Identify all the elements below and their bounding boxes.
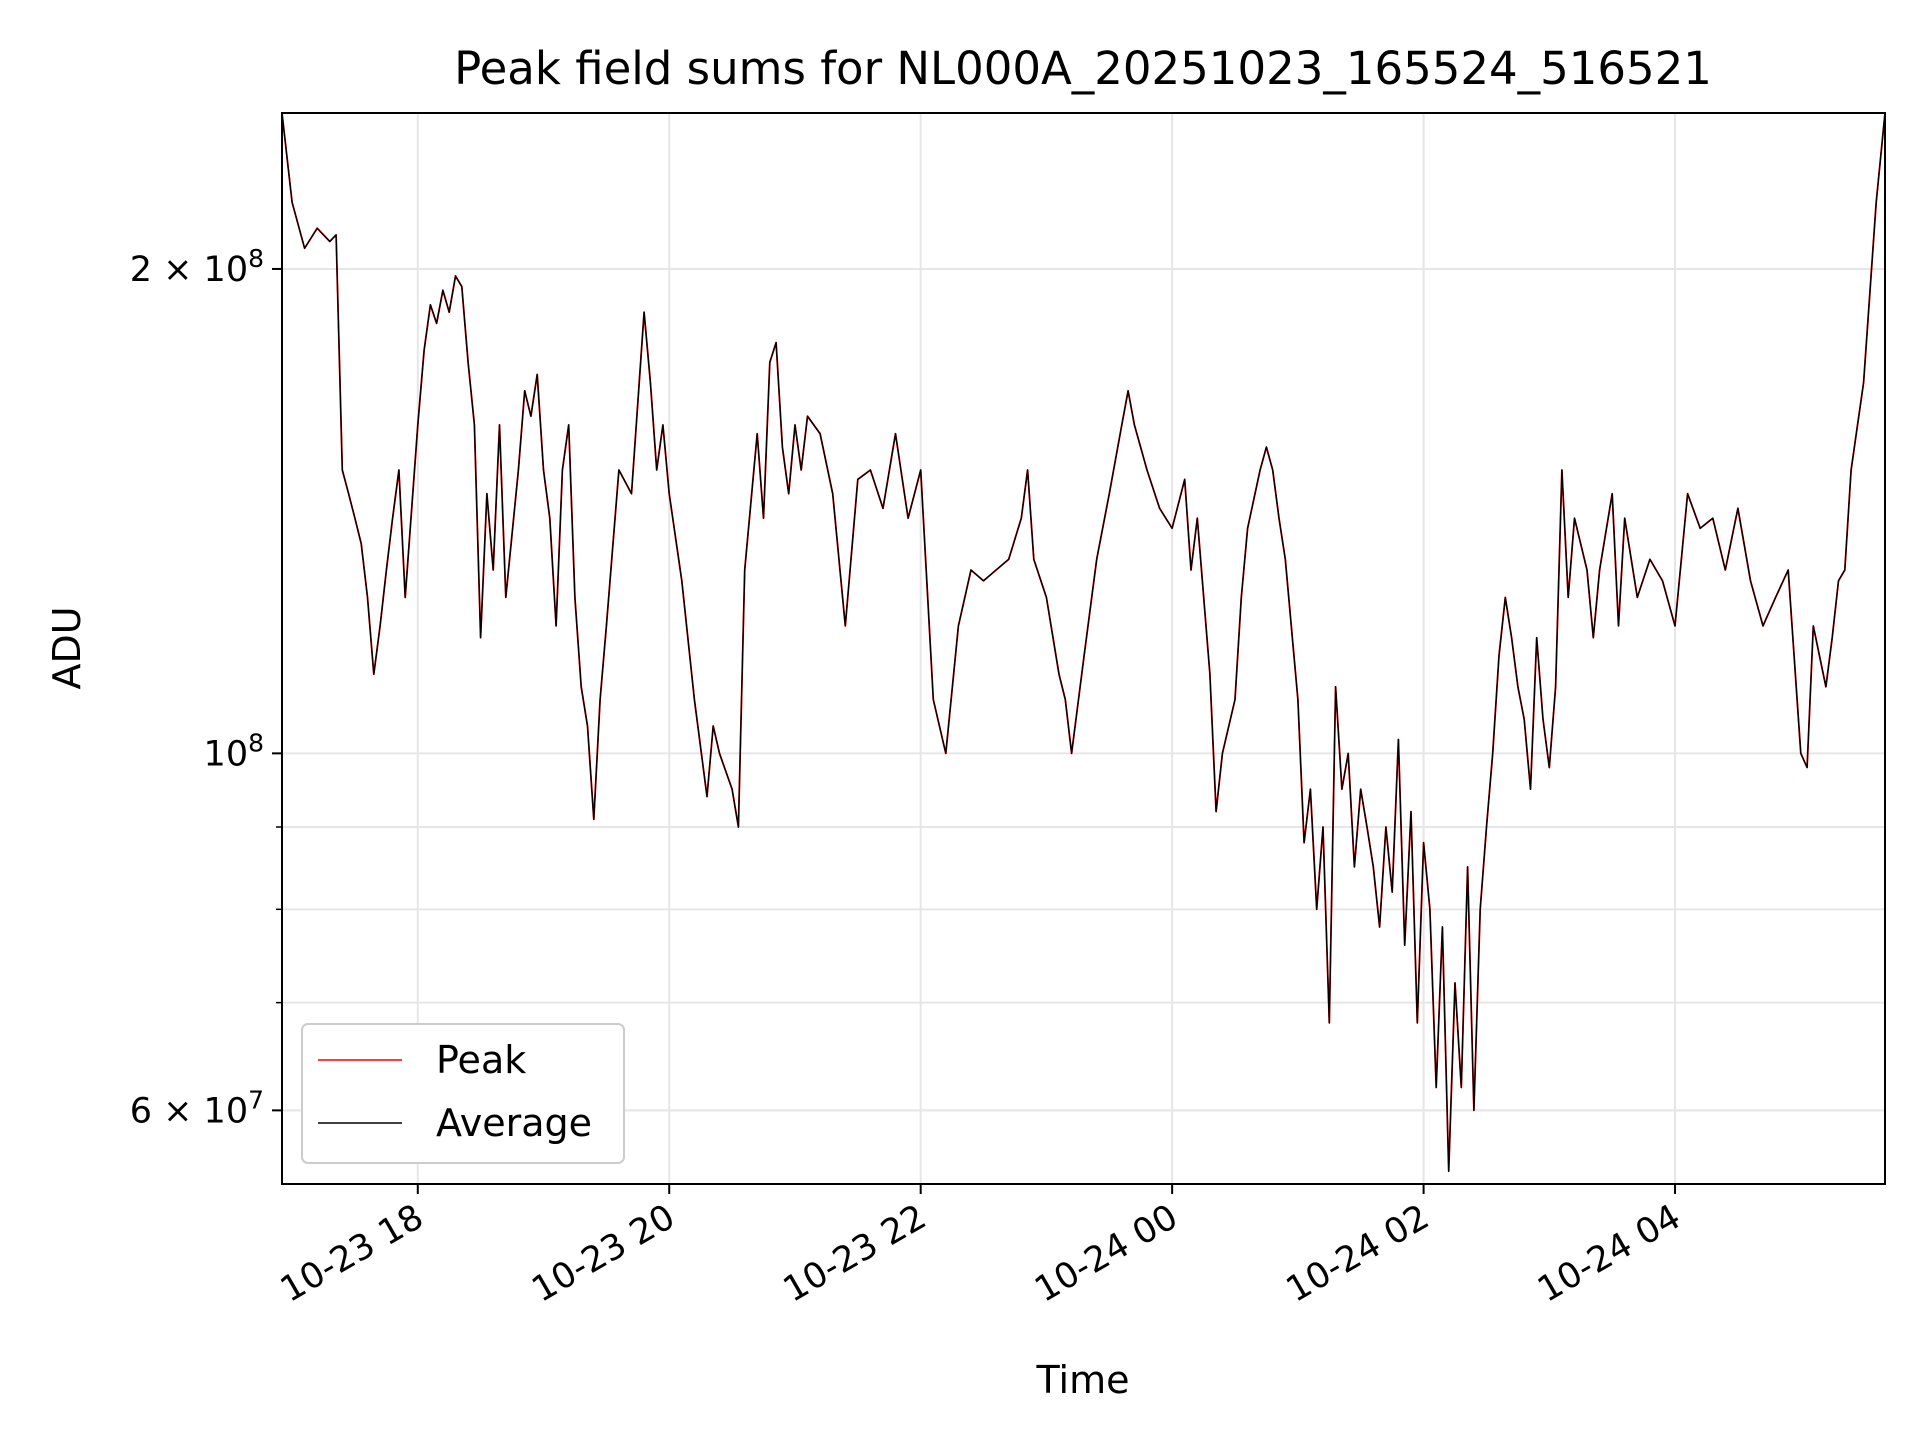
- y-tick-label-exponent: 8: [248, 244, 264, 273]
- y-tick-label-base: 2 × 10: [130, 250, 248, 290]
- x-axis-label: Time: [1036, 1358, 1130, 1402]
- plot-frame: [281, 112, 1886, 1185]
- chart-title: Peak field sums for NL000A_20251023_1655…: [454, 42, 1712, 95]
- legend-label-peak: Peak: [436, 1038, 526, 1082]
- legend-label-average: Average: [436, 1101, 592, 1145]
- y-tick-label-base: 10: [204, 734, 249, 774]
- series-line-average: [282, 113, 1885, 1172]
- y-tick-label-exponent: 7: [248, 1085, 264, 1114]
- series-layer: [282, 113, 1885, 1173]
- y-tick-label: 2 × 108: [130, 244, 264, 290]
- y-tick-label: 108: [204, 728, 264, 774]
- y-tick-label: 6 × 107: [130, 1085, 264, 1131]
- legend: Peak Average: [301, 1023, 625, 1164]
- legend-box: [301, 1023, 625, 1164]
- grid: [282, 113, 1885, 1184]
- y-axis-label: ADU: [45, 606, 89, 689]
- y-tick-label-exponent: 8: [248, 728, 264, 757]
- y-tick-label-base: 6 × 10: [130, 1091, 248, 1131]
